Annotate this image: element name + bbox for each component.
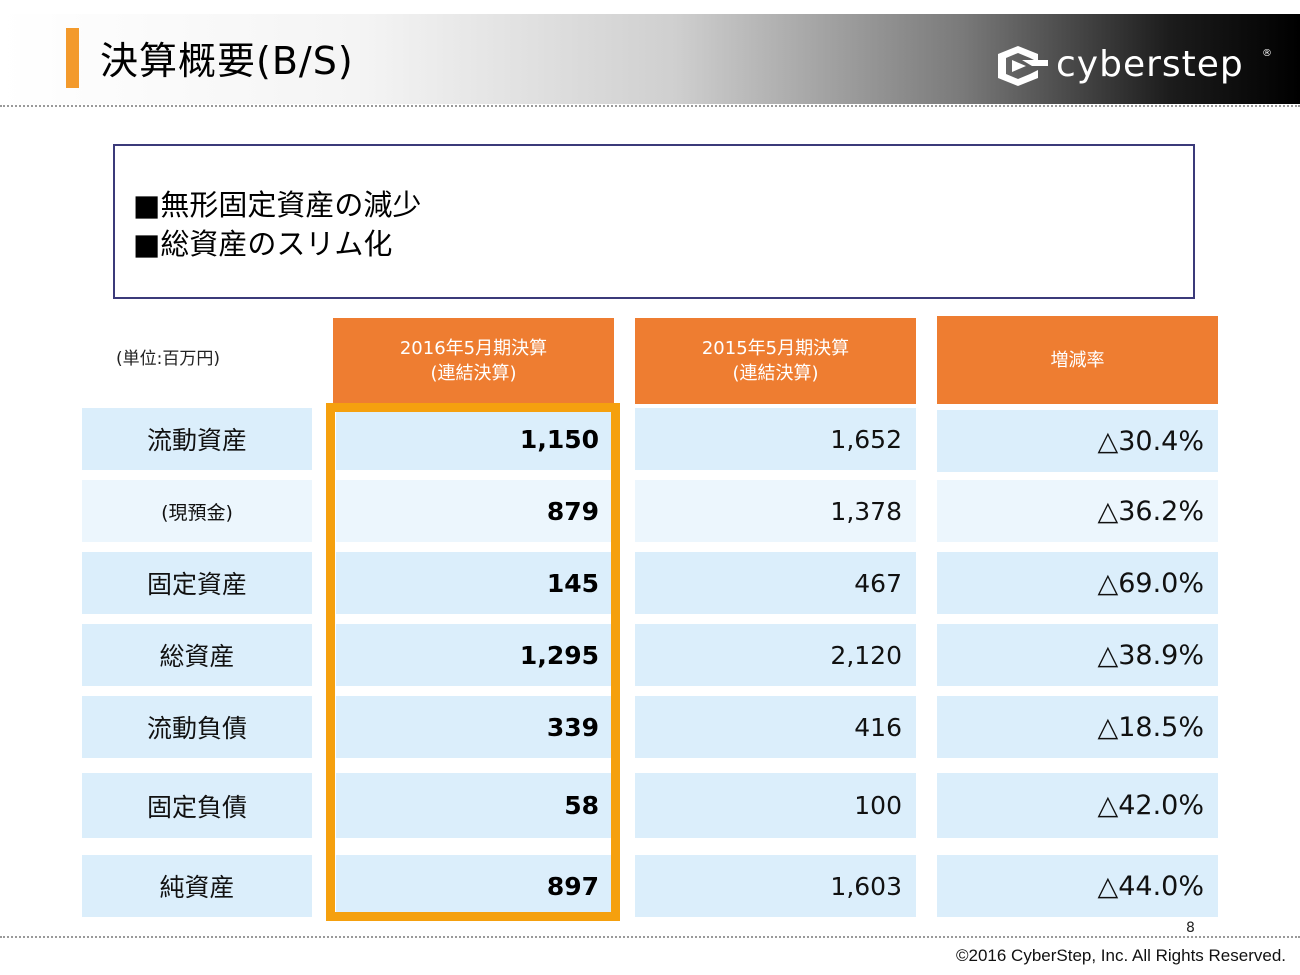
row-label-net-assets: 純資産 xyxy=(82,855,312,917)
value-fy2015-net-assets: 1,603 xyxy=(635,855,916,917)
logo-registered-mark: ® xyxy=(1262,48,1272,59)
value-fy2016-cash-deposits: 879 xyxy=(336,480,611,542)
value-fy2016-total-assets: 1,295 xyxy=(336,624,611,686)
row-label-cash-deposits: (現預金) xyxy=(82,480,312,542)
header-bar xyxy=(0,14,1300,104)
rate-cash-deposits: △36.2% xyxy=(937,480,1218,542)
value-fy2015-cash-deposits: 1,378 xyxy=(635,480,916,542)
summary-box: ■無形固定資産の減少 ■総資産のスリム化 xyxy=(113,144,1195,299)
fy2016-highlight-frame xyxy=(326,403,620,921)
page-title: 決算概要(B/S) xyxy=(100,39,354,83)
value-fy2016-fixed-liabilities: 58 xyxy=(336,773,611,838)
summary-point-1: ■無形固定資産の減少 xyxy=(133,188,422,222)
value-fy2015-fixed-assets: 467 xyxy=(635,552,916,614)
summary-point-2: ■総資産のスリム化 xyxy=(133,227,393,261)
row-label-total-assets: 総資産 xyxy=(82,624,312,686)
rate-total-assets: △38.9% xyxy=(937,624,1218,686)
column-header-line: 2016年5月期決算 xyxy=(399,338,548,359)
logo-text: cyberstep xyxy=(1056,44,1244,85)
column-header-change-rate: 増減率 xyxy=(937,316,1218,404)
rate-current-assets: △30.4% xyxy=(937,410,1218,472)
title-accent-bar xyxy=(66,28,79,88)
row-label-fixed-assets: 固定資産 xyxy=(82,552,312,614)
rate-fixed-assets: △69.0% xyxy=(937,552,1218,614)
row-label-current-assets: 流動資産 xyxy=(82,408,312,470)
column-header-line: 増減率 xyxy=(1050,349,1105,371)
rate-fixed-liabilities: △42.0% xyxy=(937,773,1218,838)
rate-current-liabilities: △18.5% xyxy=(937,696,1218,758)
column-header-fy2016: 2016年5月期決算 (連結決算) xyxy=(333,318,614,404)
page-number: 8 xyxy=(1186,920,1195,936)
value-fy2016-fixed-assets: 145 xyxy=(336,552,611,614)
value-fy2015-fixed-liabilities: 100 xyxy=(635,773,916,838)
header-divider xyxy=(0,105,1300,107)
value-fy2016-net-assets: 897 xyxy=(336,855,611,917)
footer-divider xyxy=(0,936,1300,938)
column-header-line: (連結決算) xyxy=(732,363,819,384)
value-fy2015-current-liabilities: 416 xyxy=(635,696,916,758)
rate-net-assets: △44.0% xyxy=(937,855,1218,917)
value-fy2016-current-assets: 1,150 xyxy=(336,408,611,470)
value-fy2015-current-assets: 1,652 xyxy=(635,408,916,470)
column-header-line: 2015年5月期決算 xyxy=(701,338,850,359)
unit-label: (単位:百万円) xyxy=(116,349,220,369)
company-logo: cyberstep ® xyxy=(992,44,1282,88)
copyright-notice: ©2016 CyberStep, Inc. All Rights Reserve… xyxy=(955,946,1286,965)
row-label-fixed-liabilities: 固定負債 xyxy=(82,773,312,838)
value-fy2016-current-liabilities: 339 xyxy=(336,696,611,758)
value-fy2015-total-assets: 2,120 xyxy=(635,624,916,686)
row-label-current-liabilities: 流動負債 xyxy=(82,696,312,758)
cyberstep-logo-icon xyxy=(998,46,1048,86)
column-header-line: (連結決算) xyxy=(430,363,517,384)
column-header-fy2015: 2015年5月期決算 (連結決算) xyxy=(635,318,916,404)
